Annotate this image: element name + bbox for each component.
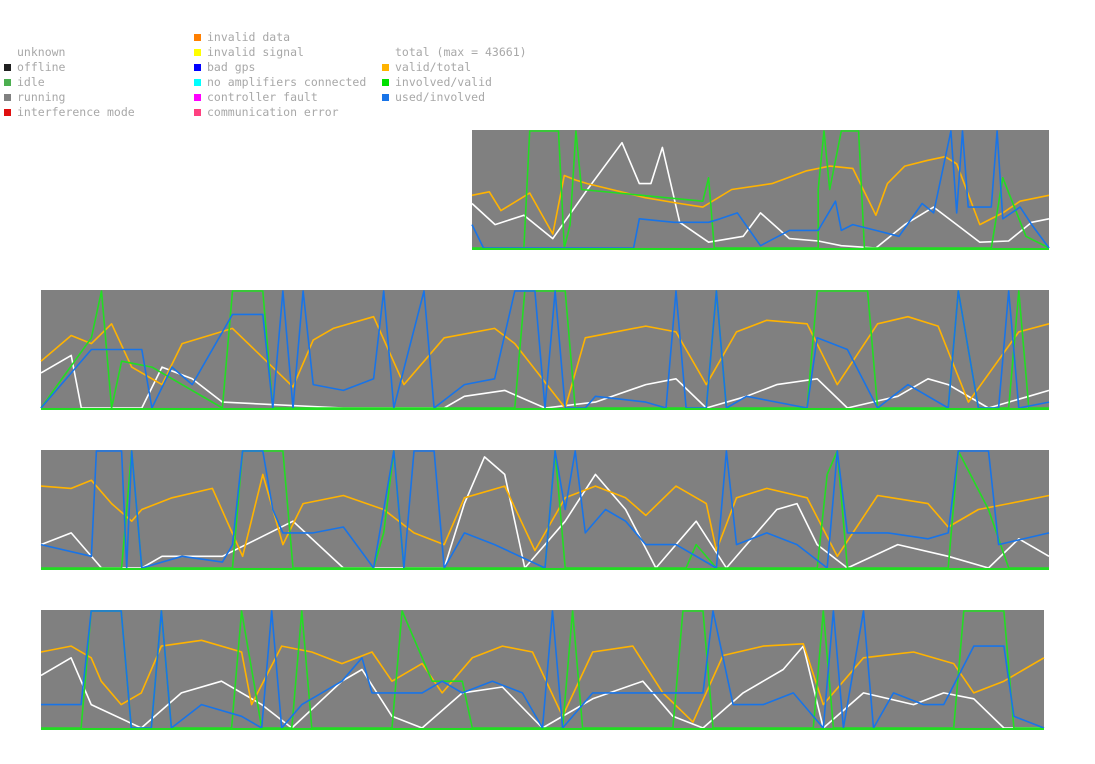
legend-error-2: bad gps [194, 60, 366, 75]
legend-metric-3: involved/valid [382, 75, 527, 90]
legend-state-swatch-4 [4, 94, 11, 101]
valid-total-line-row-0 [471, 155, 1050, 235]
legend-metric-swatch-4 [382, 94, 389, 101]
legend-metric-label-2: valid/total [395, 60, 472, 74]
legend-metric-swatch-2 [382, 64, 389, 71]
used-involved-line-row-0 [471, 130, 1050, 249]
chart-row-background-1 [41, 290, 1049, 409]
legend-state-label-2: offline [17, 60, 66, 74]
legend-state-swatch-2 [4, 64, 11, 71]
legend-metrics: total (max = 43661) valid/total involved/v… [382, 30, 527, 105]
chart-row-background-2 [41, 450, 1049, 569]
legend-state-3: idle [4, 75, 135, 90]
chart-row-3 [40, 610, 1045, 730]
legend-error-0: invalid data [194, 30, 366, 45]
legend-error-swatch-5 [194, 109, 201, 116]
legend-metric-1: total (max = 43661) [382, 45, 527, 60]
legend-metric-2: valid/total [382, 60, 527, 75]
legend-metric-label-4: used/involved [395, 90, 486, 104]
used-involved-line-row-2 [40, 450, 1050, 569]
legend-metric-0 [382, 30, 527, 45]
used-involved-line-row-1 [40, 290, 1050, 409]
legend-state-label-4: running [17, 90, 66, 104]
legend-state-5: interference mode [4, 105, 135, 120]
legend-state-swatch-1 [4, 49, 11, 56]
legend-error-swatch-1 [194, 49, 201, 56]
valid-total-line-row-1 [40, 315, 1050, 409]
legend-error-swatch-0 [194, 34, 201, 41]
legend-metric-swatch-0 [382, 34, 389, 41]
chart-row-0 [471, 130, 1050, 250]
legend-error-label-5: communication error [207, 105, 339, 119]
legend-state-0 [4, 30, 135, 45]
legend-error-swatch-2 [194, 64, 201, 71]
legend-metric-label-3: involved/valid [395, 75, 492, 89]
legend-error-label-2: bad gps [207, 60, 256, 74]
legend-metric-label-1: total (max = 43661) [395, 45, 527, 59]
legend-states: unknown offline idle running interference mo… [4, 30, 135, 120]
legend-state-label-3: idle [17, 75, 45, 89]
chart-row-1 [40, 290, 1050, 410]
legend-state-swatch-0 [4, 34, 11, 41]
legend-error-3: no amplifiers connected [194, 75, 366, 90]
chart-row-background-3 [41, 610, 1044, 729]
legend-error-1: invalid signal [194, 45, 366, 60]
legend-error-swatch-4 [194, 94, 201, 101]
legend-state-1: unknown [4, 45, 135, 60]
chart-row-2 [40, 450, 1050, 570]
legend-error-4: controller fault [194, 90, 366, 105]
legend-metric-4: used/involved [382, 90, 527, 105]
legend-state-label-5: interference mode [17, 105, 135, 119]
legend-error-label-0: invalid data [207, 30, 291, 44]
legend-state-swatch-5 [4, 109, 11, 116]
legend-state-label-1: unknown [17, 45, 66, 59]
legend-metric-swatch-1 [382, 49, 389, 56]
legend-error-label-4: controller fault [207, 90, 318, 104]
legend-state-2: offline [4, 60, 135, 75]
legend-errors: invalid data invalid signal bad gps no ampl… [194, 30, 366, 120]
legend-error-label-3: no amplifiers connected [207, 75, 367, 89]
total-line-row-0 [471, 141, 1050, 249]
legend-error-label-1: invalid signal [207, 45, 304, 59]
legend-metric-swatch-3 [382, 79, 389, 86]
valid-total-line-row-2 [40, 473, 1050, 558]
total-line-row-1 [40, 354, 1050, 409]
legend-state-swatch-3 [4, 79, 11, 86]
legend-error-5: communication error [194, 105, 366, 120]
legend-state-4: running [4, 90, 135, 105]
legend-error-swatch-3 [194, 79, 201, 86]
